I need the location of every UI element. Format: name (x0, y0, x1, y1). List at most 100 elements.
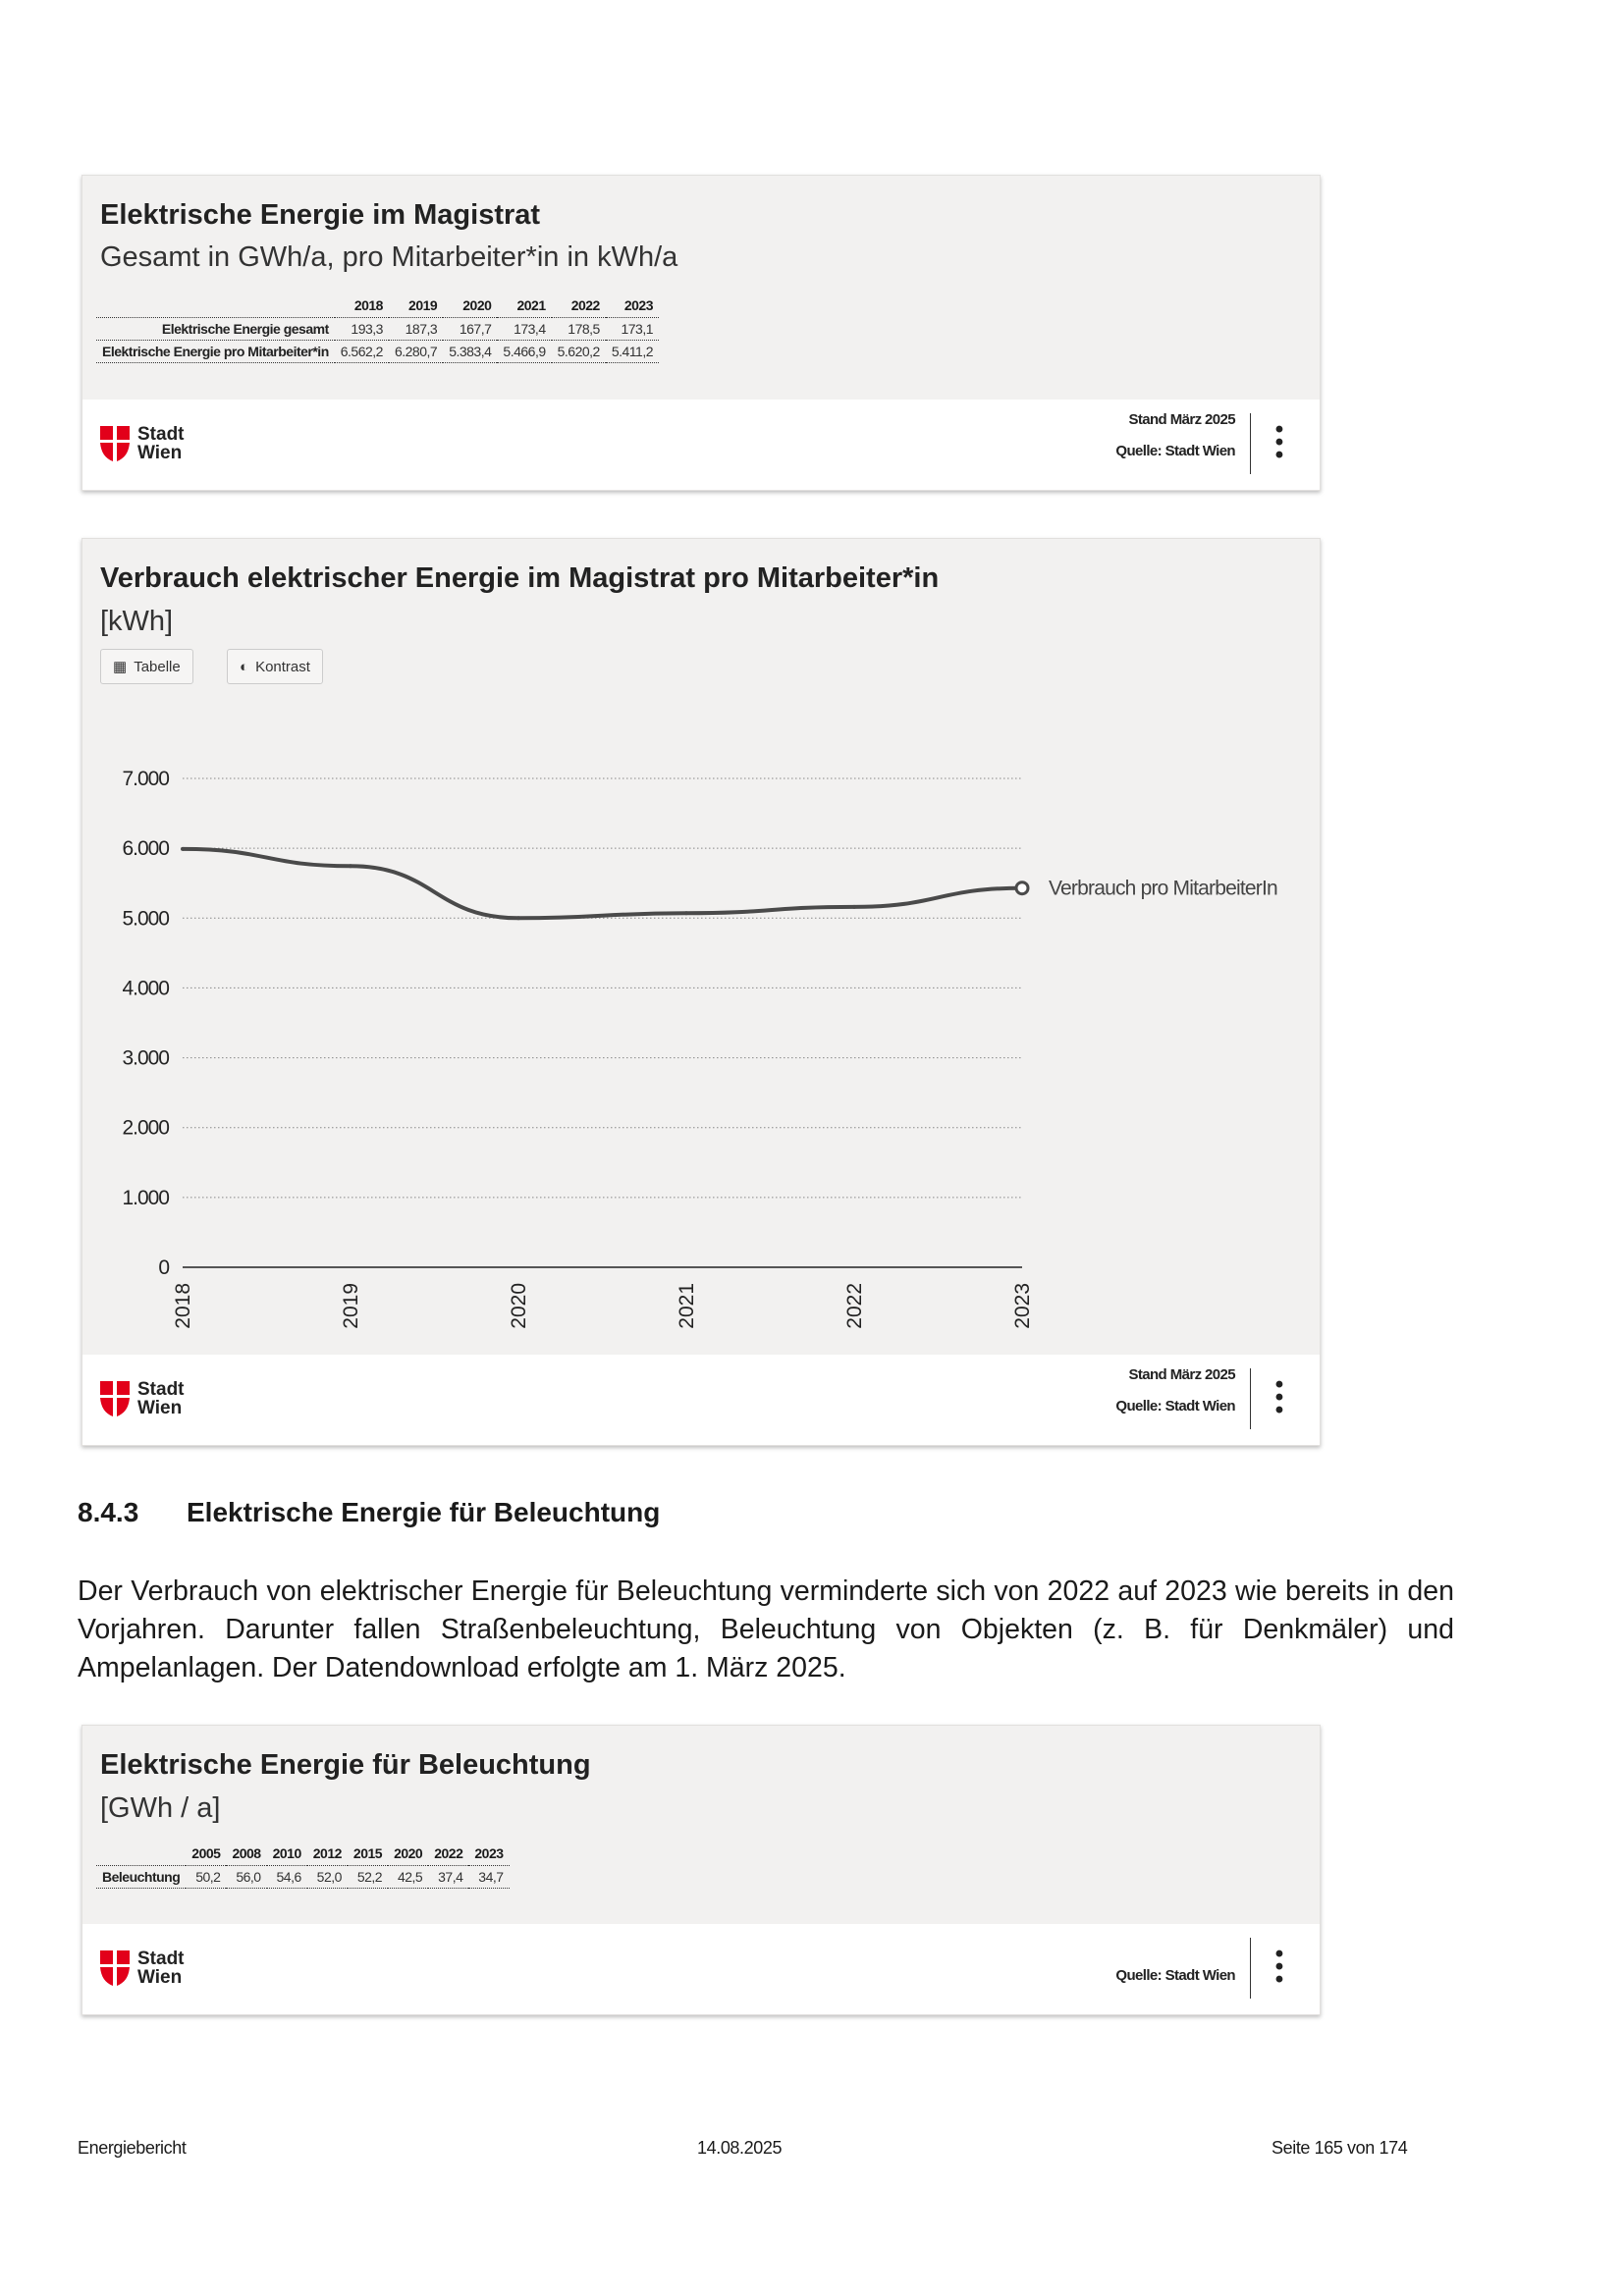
card-footer: Stadt Wien Stand März 2025 Quelle: Stadt … (82, 400, 1320, 490)
row-label: Beleuchtung (96, 1865, 187, 1889)
x-tick-label: 2020 (508, 1283, 530, 1329)
x-tick-label: 2018 (172, 1283, 194, 1329)
col-header: 2021 (497, 295, 552, 318)
button-label: Tabelle (134, 658, 181, 675)
footer-date: 14.08.2025 (697, 2138, 783, 2158)
col-header: 2020 (388, 1843, 429, 1866)
cell: 173,4 (497, 317, 552, 341)
x-tick-label: 2019 (340, 1283, 362, 1329)
col-header: 2019 (388, 295, 444, 318)
y-tick-label: 2.000 (122, 1117, 169, 1140)
data-point[interactable] (852, 904, 856, 909)
cell: 193,3 (334, 317, 389, 341)
y-tick-label: 6.000 (122, 837, 169, 860)
logo-text: Stadt (137, 1949, 185, 1969)
more-options-icon[interactable]: • • • (1274, 416, 1284, 468)
logo-text: Stadt (137, 1379, 185, 1400)
data-point[interactable] (1014, 881, 1030, 896)
cell: 187,3 (388, 317, 444, 341)
chart-card-electric-energy: Elektrische Energie im Magistrat Gesamt … (81, 175, 1321, 491)
cell: 52,2 (347, 1865, 389, 1889)
cell: 173,1 (605, 317, 660, 341)
cell: 167,7 (443, 317, 498, 341)
x-tick-label: 2023 (1011, 1283, 1034, 1329)
col-header: 2018 (334, 295, 389, 318)
wien-shield-icon (100, 1381, 130, 1416)
contrast-icon: ◐ (240, 658, 249, 675)
divider (1250, 1368, 1251, 1429)
card-subtitle: [GWh / a] (100, 1792, 221, 1824)
data-point[interactable] (349, 864, 352, 869)
logo-text: Wien (137, 1398, 183, 1418)
cell: 56,0 (226, 1865, 267, 1889)
col-header: 2020 (443, 295, 498, 318)
table-row: Elektrische Energie pro Mitarbeiter*in 6… (96, 340, 660, 363)
body-paragraph: Der Verbrauch von elektrischer Energie f… (78, 1575, 1454, 1683)
logo-text: Stadt (137, 424, 185, 445)
card-footer: Stadt Wien Quelle: Stadt Wien • • • (82, 1924, 1320, 2014)
cell: 50,2 (186, 1865, 227, 1889)
data-table: 2018 2019 2020 2021 2022 2023 Elektrisch… (96, 295, 660, 363)
footer-page-number: Seite 165 von 174 (1272, 2138, 1408, 2158)
divider (1250, 413, 1251, 474)
section-number: 8.4.3 (78, 1497, 139, 1527)
cell: 6.562,2 (334, 340, 389, 363)
card-subtitle: [kWh] (100, 606, 174, 637)
data-point[interactable] (684, 911, 688, 916)
col-header: 2015 (347, 1843, 389, 1866)
source-label: Quelle: Stadt Wien (1115, 1967, 1235, 1984)
footer-document-name: Energiebericht (78, 2138, 187, 2158)
card-title: Elektrische Energie im Magistrat (100, 199, 541, 231)
cell: 37,4 (428, 1865, 469, 1889)
col-header: 2008 (226, 1843, 267, 1866)
row-label: Elektrische Energie pro Mitarbeiter*in (96, 340, 335, 363)
card-subtitle: Gesamt in GWh/a, pro Mitarbeiter*in in k… (100, 241, 678, 273)
logo-text: Wien (137, 443, 183, 463)
cell: 5.383,4 (443, 340, 498, 363)
cell: 54,6 (266, 1865, 307, 1889)
logo-text: Wien (137, 1967, 183, 1988)
card-footer: Stadt Wien Stand März 2025 Quelle: Stadt … (82, 1355, 1320, 1445)
row-label: Elektrische Energie gesamt (96, 317, 335, 341)
col-header: 2010 (266, 1843, 307, 1866)
stadt-wien-logo: Stadt Wien (100, 1949, 185, 1987)
section-title: Elektrische Energie für Beleuchtung (187, 1497, 661, 1527)
source-label: Quelle: Stadt Wien (1115, 1398, 1235, 1415)
x-tick-label: 2021 (676, 1283, 698, 1329)
y-tick-label: 0 (158, 1256, 169, 1279)
divider (1250, 1938, 1251, 1999)
cell: 42,5 (388, 1865, 429, 1889)
data-point[interactable] (516, 916, 520, 921)
table-row: Beleuchtung 50,2 56,0 54,6 52,0 52,2 42,… (96, 1865, 510, 1889)
contrast-button[interactable]: ◐ Kontrast (227, 649, 323, 684)
y-tick-label: 4.000 (122, 977, 169, 999)
card-title: Verbrauch elektrischer Energie im Magist… (100, 562, 940, 594)
series-label: Verbrauch pro MitarbeiterIn (1049, 878, 1277, 900)
col-header: 2022 (428, 1843, 469, 1866)
series-line (182, 846, 1023, 921)
col-header: 2022 (551, 295, 606, 318)
cell: 34,7 (468, 1865, 510, 1889)
data-point[interactable] (181, 846, 185, 851)
table-button[interactable]: ▦ Tabelle (100, 649, 193, 684)
stand-label: Stand März 2025 (1128, 411, 1235, 428)
table-row: Elektrische Energie gesamt 193,3 187,3 1… (96, 317, 660, 341)
more-options-icon[interactable]: • • • (1274, 1941, 1284, 1993)
more-options-icon[interactable]: • • • (1274, 1371, 1284, 1423)
cell: 6.280,7 (388, 340, 444, 363)
source-label: Quelle: Stadt Wien (1115, 443, 1235, 459)
col-header: 2023 (468, 1843, 510, 1866)
cell: 178,5 (551, 317, 606, 341)
line-chart: 0 1.000 2.000 3.000 4.000 5.000 6.000 7.000 2018… (122, 768, 1277, 1329)
chart-card-consumption-per-employee: Verbrauch elektrischer Energie im Magist… (81, 538, 1321, 1446)
stadt-wien-logo: Stadt Wien (100, 425, 185, 462)
y-tick-label: 7.000 (122, 768, 169, 790)
col-header: 2005 (186, 1843, 227, 1866)
table-icon: ▦ (113, 659, 128, 675)
x-tick-label: 2022 (843, 1283, 866, 1329)
y-tick-label: 3.000 (122, 1047, 169, 1070)
col-header: 2012 (306, 1843, 348, 1866)
cell: 5.411,2 (605, 340, 660, 363)
cell: 52,0 (306, 1865, 348, 1889)
y-tick-label: 5.000 (122, 907, 169, 930)
